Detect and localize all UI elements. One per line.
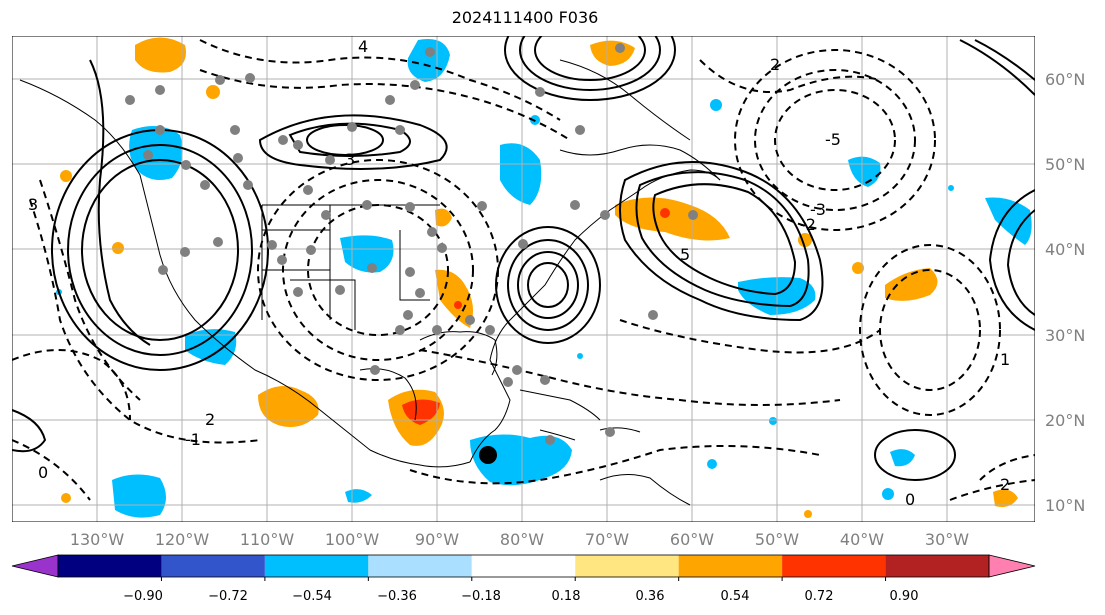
lon-label: 110°W <box>240 530 295 549</box>
colorbar-outline <box>57 554 990 578</box>
positive-anomaly-shading <box>60 37 1018 518</box>
contour-label: -1 <box>185 430 201 449</box>
contour-label: 3 <box>345 150 355 169</box>
colorbar-tick: −0.54 <box>292 589 332 604</box>
contour-label: 3 <box>28 195 38 214</box>
colorbar-segment <box>161 555 265 577</box>
colorbar-segment <box>58 555 162 577</box>
contour-label: -5 <box>825 130 841 149</box>
colorbar-segment <box>471 555 576 577</box>
lat-label: 10°N <box>1045 496 1085 515</box>
colorbar-tick-labels: −0.90 −0.72 −0.54 −0.36 −0.18 0.18 0.36 … <box>123 589 918 604</box>
colorbar-tick: 0.54 <box>721 589 750 604</box>
longitude-labels: 130°W 120°W 110°W 100°W 90°W 80°W 70°W 6… <box>70 530 969 549</box>
lat-label: 60°N <box>1045 70 1085 89</box>
lon-label: 60°W <box>670 530 714 549</box>
colorbar-tick: −0.72 <box>208 589 248 604</box>
colorbar-tick: 0.90 <box>890 589 919 604</box>
colorbar <box>11 554 1036 581</box>
colorbar-segment <box>575 555 679 577</box>
contour-label: 2 <box>1000 475 1010 494</box>
contour-label-group: 4 3 2 0 -1 -2 -3 -5 5 1 2 0 3 2 <box>28 37 1010 509</box>
colorbar-tick: −0.18 <box>461 589 501 604</box>
lon-label: 70°W <box>585 530 629 549</box>
colorbar-segment <box>678 555 783 577</box>
colorbar-tick: 0.18 <box>552 589 581 604</box>
latitude-labels: 60°N 50°N 40°N 30°N 20°N 10°N <box>1045 70 1085 515</box>
coastlines <box>19 59 721 506</box>
map-area: 4 3 2 0 -1 -2 -3 -5 5 1 2 0 3 2 <box>12 36 1035 522</box>
contour-label: -2 <box>800 215 816 234</box>
contour-label: 5 <box>680 245 690 264</box>
lat-label: 20°N <box>1045 411 1085 430</box>
contour-label: 2 <box>205 410 215 429</box>
contour-label: -3 <box>810 200 826 219</box>
lon-label: 80°W <box>500 530 544 549</box>
colorbar-tick: −0.90 <box>123 589 163 604</box>
contour-label: 2 <box>770 55 780 74</box>
lon-label: 130°W <box>70 530 125 549</box>
lon-label: 90°W <box>415 530 459 549</box>
storm-center-marker <box>479 446 497 464</box>
positive-contours <box>12 36 1035 481</box>
colorbar-arrow-low <box>11 554 59 578</box>
colorbar-segment <box>782 555 886 577</box>
station-dots <box>125 43 698 445</box>
lon-label: 120°W <box>155 530 210 549</box>
map-title: 2024111400 F036 <box>451 8 599 27</box>
lat-label: 50°N <box>1045 155 1085 174</box>
lon-label: 50°W <box>755 530 799 549</box>
colorbar-tick: 0.36 <box>636 589 665 604</box>
colorbar-segment <box>885 555 989 577</box>
contour-label: 4 <box>358 37 368 56</box>
lat-label: 30°N <box>1045 326 1085 345</box>
contour-label: 0 <box>38 463 48 482</box>
lon-label: 100°W <box>325 530 380 549</box>
lon-label: 40°W <box>840 530 884 549</box>
colorbar-arrow-high <box>988 554 1036 578</box>
lat-label: 40°N <box>1045 240 1085 259</box>
colorbar-tick: −0.36 <box>377 589 417 604</box>
contour-label: 0 <box>905 490 915 509</box>
colorbar-segment <box>368 555 472 577</box>
lon-label: 30°W <box>925 530 969 549</box>
colorbar-segment <box>264 555 369 577</box>
negative-anomaly-shading <box>56 39 1032 518</box>
colorbar-tick: 0.72 <box>805 589 834 604</box>
contour-label: 1 <box>1000 350 1010 369</box>
negative-contours <box>12 39 1035 501</box>
